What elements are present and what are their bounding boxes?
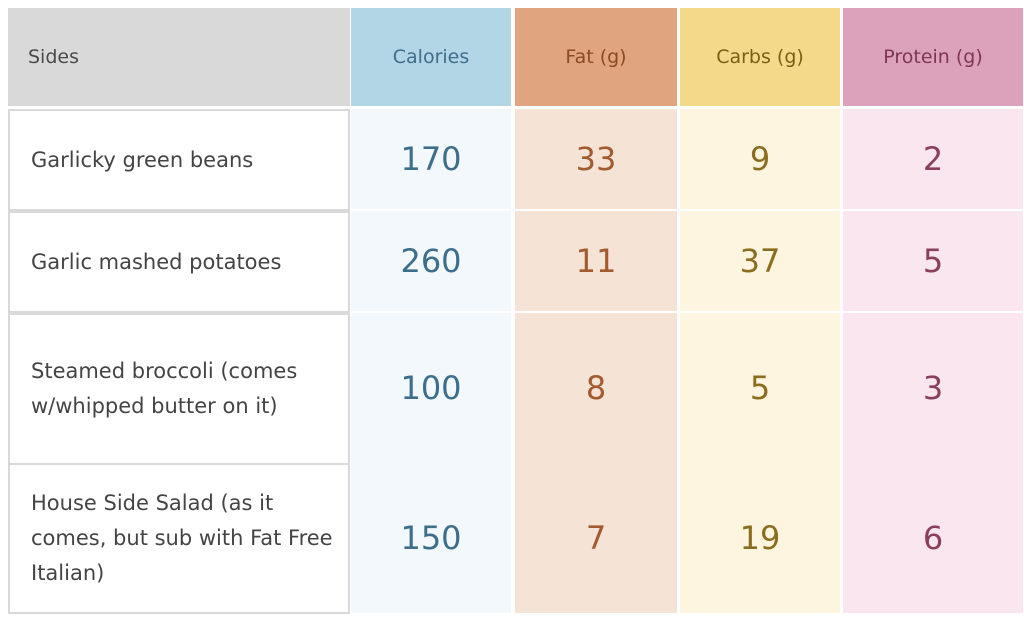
side-name-cell: House Side Salad (as it comes, but sub w… — [8, 463, 350, 614]
header-calories: Calories — [351, 8, 511, 106]
carbs-cell: 9 — [680, 109, 840, 209]
fat-cell: 11 — [515, 211, 677, 311]
calories-cell: 170 — [351, 109, 511, 209]
header-sides: Sides — [8, 8, 350, 106]
fat-cell: 8 — [515, 313, 677, 463]
protein-cell: 6 — [843, 463, 1023, 613]
calories-cell: 100 — [351, 313, 511, 463]
fat-cell: 33 — [515, 109, 677, 209]
header-fat: Fat (g) — [515, 8, 677, 106]
protein-cell: 2 — [843, 109, 1023, 209]
side-name-cell: Steamed broccoli (comes w/whipped butter… — [8, 313, 350, 465]
calories-cell: 260 — [351, 211, 511, 311]
header-protein: Protein (g) — [843, 8, 1023, 106]
side-name-cell: Garlicky green beans — [8, 109, 350, 211]
calories-cell: 150 — [351, 463, 511, 613]
carbs-cell: 19 — [680, 463, 840, 613]
protein-cell: 3 — [843, 313, 1023, 463]
header-carbs: Carbs (g) — [680, 8, 840, 106]
carbs-cell: 5 — [680, 313, 840, 463]
carbs-cell: 37 — [680, 211, 840, 311]
protein-cell: 5 — [843, 211, 1023, 311]
side-name-cell: Garlic mashed potatoes — [8, 211, 350, 313]
fat-cell: 7 — [515, 463, 677, 613]
